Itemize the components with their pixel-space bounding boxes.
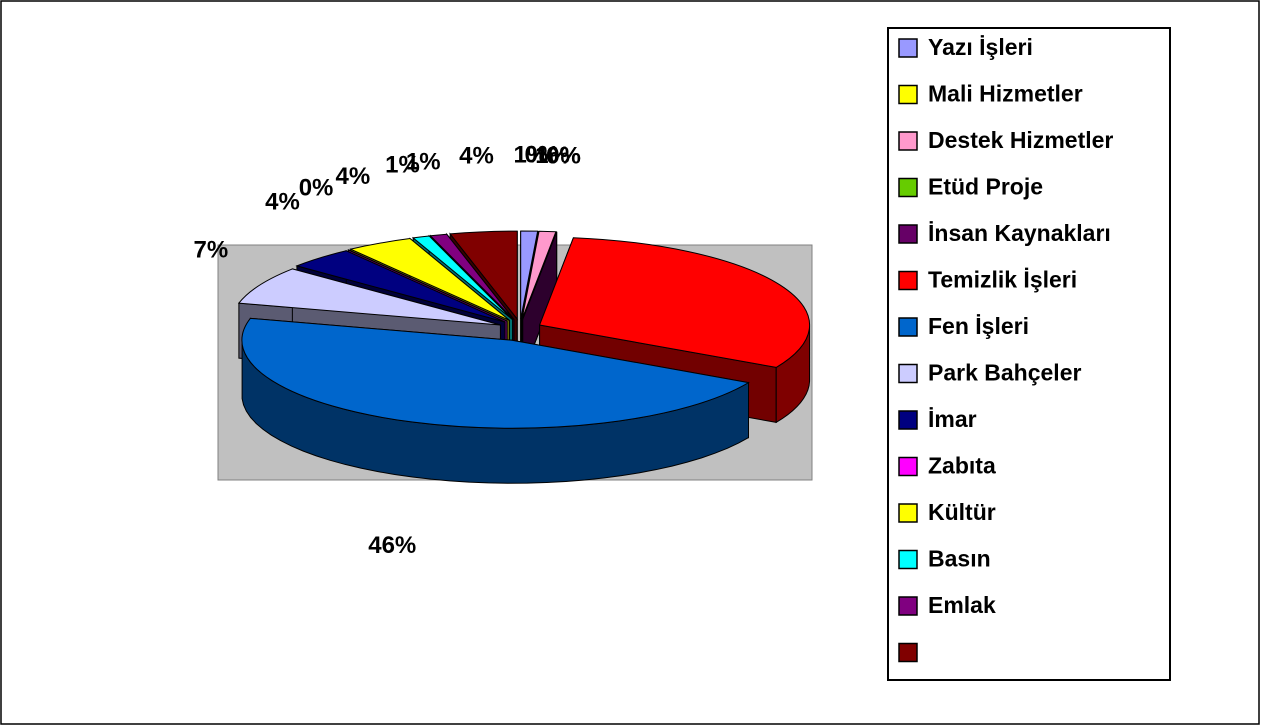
slice: [429, 233, 515, 320]
legend-label: Temizlik İşleri: [928, 267, 1077, 293]
legend-swatch: [898, 317, 918, 337]
legend-label: Etüd Proje: [928, 174, 1043, 200]
value-label: 46%: [368, 532, 416, 559]
slice: [521, 230, 557, 320]
legend-swatch: [898, 84, 918, 105]
value-label: 7%: [193, 236, 228, 263]
slice: [522, 231, 558, 320]
slice: [348, 249, 508, 322]
value-label: 0%: [299, 175, 334, 202]
legend-swatch: [898, 549, 918, 570]
value-label: 4%: [265, 189, 300, 216]
legend-label: Kültür: [928, 499, 996, 525]
value-labels: 1%0%1%0%0%46%7%4%0% 4% 1%1% 4%: [193, 141, 580, 559]
pie: [237, 230, 811, 484]
legend-label: Mali Hizmetler: [928, 81, 1083, 107]
slice: [449, 230, 518, 321]
slice: [349, 238, 510, 321]
legend-label: İnsan Kaynakları: [928, 220, 1111, 246]
legend-swatch: [898, 363, 918, 384]
value-label: 1%: [535, 142, 570, 169]
legend: Yazı İşleri Mali Hizmetler Destek Hizmetle…: [898, 34, 1113, 663]
legend-swatch: [898, 642, 918, 663]
slice: [411, 235, 513, 321]
legend-label: Emlak: [928, 592, 996, 618]
legend-label: Destek Hizmetler: [928, 127, 1113, 153]
slice: [237, 268, 501, 326]
value-label: 0%: [546, 143, 581, 170]
slice: [520, 230, 539, 320]
legend-label: Fen İşleri: [928, 313, 1029, 339]
legend-swatch: [898, 503, 918, 523]
value-label: 1%: [385, 152, 420, 179]
legend-label: Zabıta: [928, 453, 996, 479]
legend-swatch: [898, 224, 918, 244]
value-label: 1%: [514, 141, 549, 168]
slice: [538, 237, 811, 368]
slice: [241, 317, 750, 429]
legend-swatch: [898, 456, 918, 477]
value-label: 4%: [335, 163, 370, 190]
value-label: 0%: [524, 142, 559, 169]
legend-label: Yazı İşleri: [928, 34, 1033, 60]
legend-swatch: [898, 270, 918, 291]
value-label: 1%: [406, 148, 441, 175]
value-label: 0%: [546, 143, 581, 170]
legend-swatch: [898, 177, 918, 198]
legend-swatch: [898, 38, 918, 58]
legend-swatch: [898, 410, 918, 430]
legend-box: [887, 27, 1171, 681]
legend-label: İmar: [928, 406, 977, 432]
legend-label: Basın: [928, 546, 991, 572]
legend-swatch: [898, 131, 918, 151]
value-label: 4%: [459, 143, 494, 170]
legend-label: Park Bahçeler: [928, 360, 1081, 386]
slice: [295, 250, 506, 323]
legend-swatch: [898, 596, 918, 616]
